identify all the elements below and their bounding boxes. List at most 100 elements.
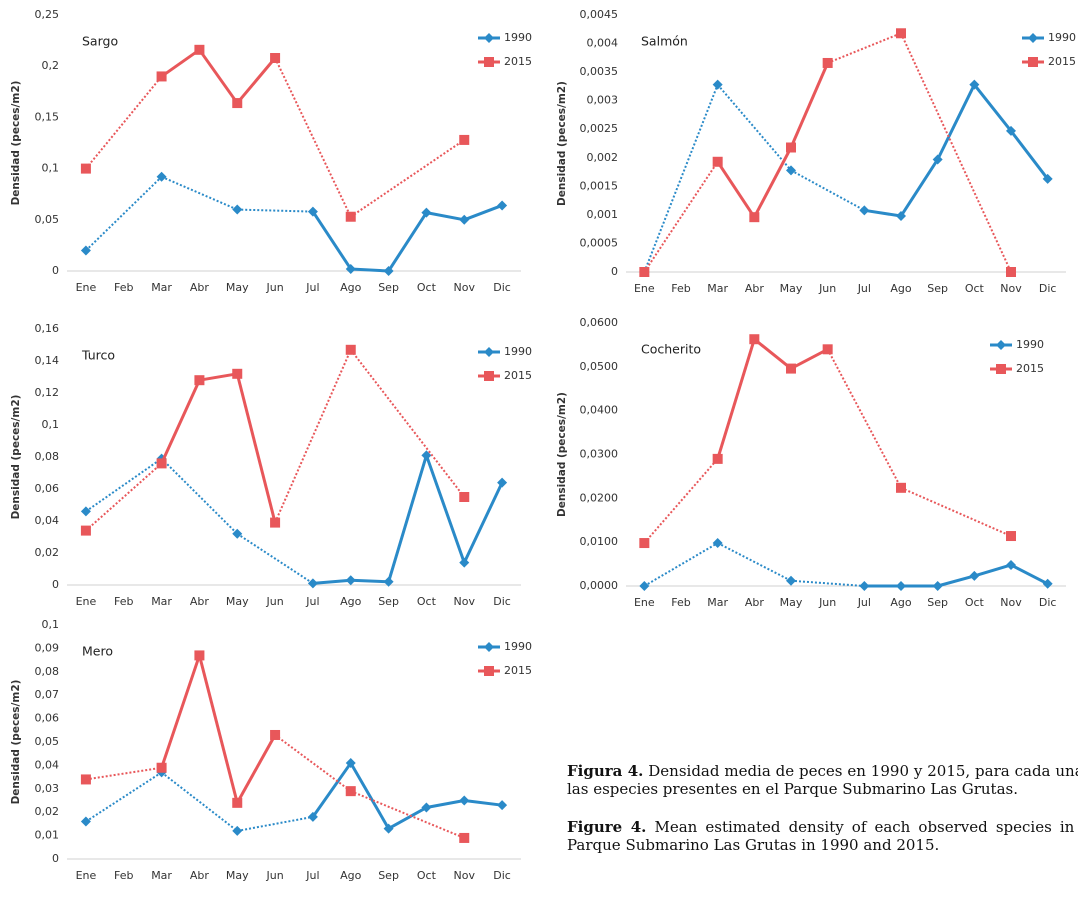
marker <box>786 575 796 586</box>
marker <box>712 79 723 90</box>
line-segment <box>350 267 389 273</box>
line-segment <box>790 579 865 587</box>
marker <box>421 450 432 461</box>
marker <box>859 581 870 591</box>
line-segment <box>716 84 792 171</box>
marker <box>307 206 318 217</box>
legend-marker <box>1028 57 1038 67</box>
x-tick-label: Mar <box>151 595 172 608</box>
legend-label: 1990 <box>1016 338 1044 351</box>
line-segment <box>425 454 466 564</box>
line-segment <box>349 762 390 830</box>
marker <box>1006 125 1016 136</box>
line-segment <box>311 210 353 270</box>
y-tick-label: 0 <box>611 265 618 278</box>
x-tick-label: Abr <box>745 282 765 295</box>
x-tick-label: Sep <box>927 282 948 295</box>
marker <box>749 212 760 223</box>
marker <box>786 363 796 374</box>
x-tick-label: Mar <box>707 596 728 609</box>
y-tick-label: 0,04 <box>35 514 60 527</box>
y-tick-label: 0,0045 <box>580 8 619 21</box>
y-tick-label: 0,0300 <box>580 448 619 461</box>
chart-title: Mero <box>82 644 113 659</box>
x-tick-label: Ene <box>76 869 97 882</box>
legend-marker <box>484 642 494 652</box>
line-segment <box>85 766 162 781</box>
legend-label: 1990 <box>1048 31 1076 44</box>
line-segment <box>937 574 975 588</box>
x-tick-label: Sep <box>378 869 399 882</box>
line-segment <box>160 654 201 769</box>
line-segment <box>274 349 352 524</box>
line-segment <box>716 160 756 219</box>
y-tick-label: 0,003 <box>587 94 619 107</box>
x-tick-label: Jun <box>265 869 283 882</box>
line-segment <box>900 32 1012 273</box>
line-segment <box>236 532 314 585</box>
line-segment <box>717 542 792 582</box>
y-tick-label: 0 <box>52 578 59 591</box>
line-segment <box>426 211 465 222</box>
marker <box>345 786 356 797</box>
x-tick-label: Jul <box>857 596 871 609</box>
x-tick-label: Dic <box>493 869 511 882</box>
chart-title: Salmón <box>641 34 688 49</box>
line-segment <box>237 208 313 213</box>
x-tick-label: Nov <box>454 595 476 608</box>
y-tick-label: 0,0035 <box>580 65 619 78</box>
marker <box>270 729 281 740</box>
marker <box>232 825 243 836</box>
line-segment <box>426 799 465 809</box>
marker <box>232 797 243 808</box>
y-tick-label: 0,0005 <box>580 236 619 249</box>
x-tick-label: Ene <box>634 596 655 609</box>
marker <box>639 267 650 277</box>
marker <box>307 578 318 589</box>
marker <box>307 811 318 822</box>
marker <box>80 163 91 174</box>
legend-label: 2015 <box>1016 362 1044 375</box>
y-tick-label: 0,004 <box>587 37 619 50</box>
marker <box>969 570 980 581</box>
line-segment <box>160 379 201 465</box>
marker <box>80 816 91 827</box>
marker <box>896 482 906 493</box>
marker <box>1006 559 1016 570</box>
line-segment <box>199 372 238 382</box>
x-tick-label: May <box>226 281 249 294</box>
x-tick-label: May <box>226 595 249 608</box>
y-axis-label: Densidad (peces/m2) <box>10 395 22 520</box>
legend-label: 2015 <box>504 664 532 677</box>
marker <box>497 800 508 811</box>
y-tick-label: 0 <box>52 264 59 277</box>
x-tick-label: Ago <box>340 595 362 608</box>
marker <box>859 205 870 216</box>
y-tick-label: 0,0200 <box>580 491 619 504</box>
y-tick-label: 0,09 <box>35 641 60 654</box>
line-segment <box>85 771 163 823</box>
y-tick-label: 0,25 <box>35 8 60 21</box>
y-tick-label: 0,08 <box>35 450 60 463</box>
line-segment <box>160 457 238 535</box>
marker <box>156 171 167 182</box>
marker <box>459 134 470 145</box>
line-segment <box>789 62 830 149</box>
chart-title: Sargo <box>82 34 118 49</box>
x-tick-label: Jul <box>305 281 319 294</box>
x-tick-label: Jun <box>818 282 836 295</box>
line-segment <box>237 815 314 832</box>
marker <box>232 98 243 109</box>
x-tick-label: Oct <box>417 595 437 608</box>
x-tick-label: Jun <box>818 596 836 609</box>
marker <box>194 375 205 386</box>
y-tick-label: 0,0400 <box>580 404 619 417</box>
legend-marker <box>484 57 494 67</box>
x-tick-label: Feb <box>114 595 133 608</box>
x-tick-label: Mar <box>707 282 728 295</box>
x-tick-label: Abr <box>190 281 210 294</box>
y-tick-label: 0,05 <box>35 735 60 748</box>
marker <box>822 344 833 355</box>
marker <box>80 525 91 536</box>
marker <box>383 576 394 587</box>
